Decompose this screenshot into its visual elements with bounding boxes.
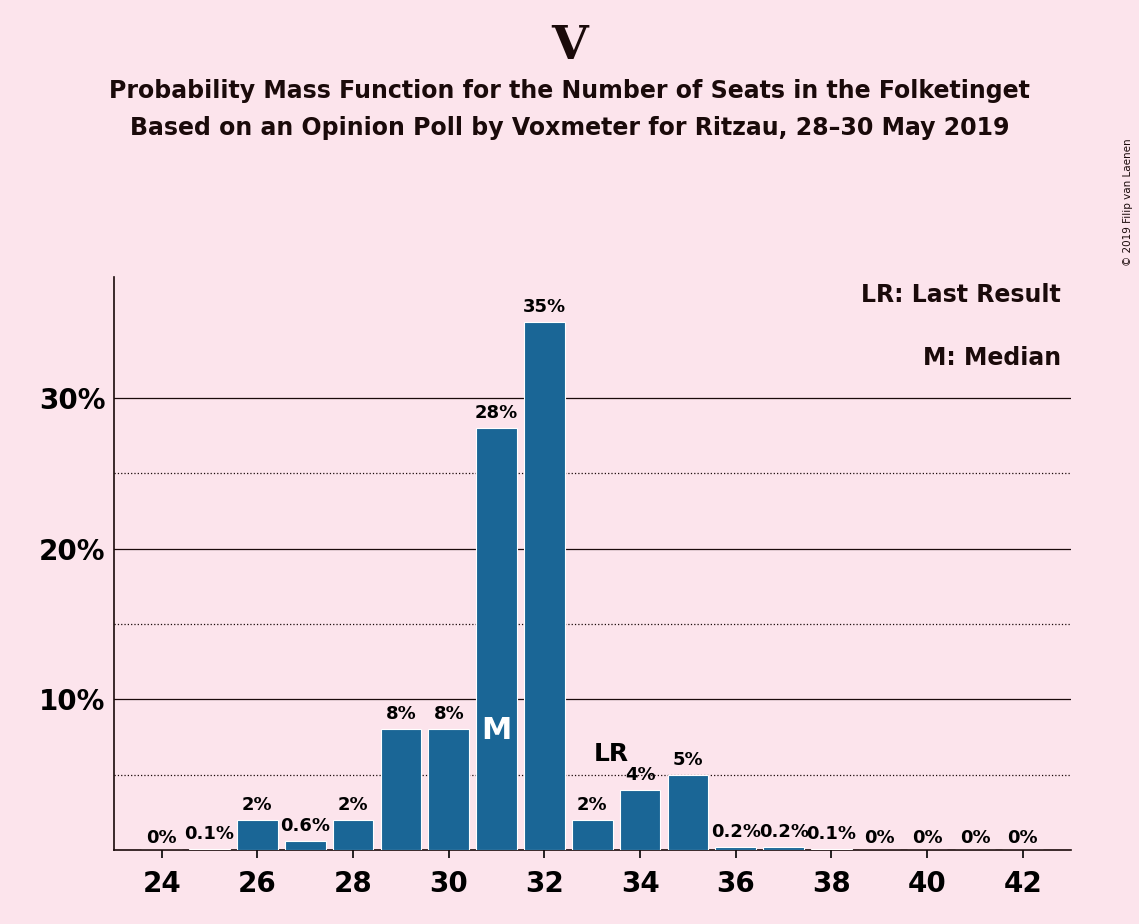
Text: 4%: 4%	[625, 766, 655, 784]
Text: 28%: 28%	[475, 404, 518, 422]
Text: V: V	[551, 23, 588, 69]
Text: 2%: 2%	[243, 796, 272, 814]
Text: 0.6%: 0.6%	[280, 817, 330, 835]
Bar	[524, 322, 565, 850]
Text: 0.2%: 0.2%	[759, 823, 809, 841]
Text: © 2019 Filip van Laenen: © 2019 Filip van Laenen	[1123, 139, 1133, 266]
Text: 0%: 0%	[147, 829, 177, 847]
Text: 0.1%: 0.1%	[185, 824, 235, 843]
Bar	[189, 848, 230, 850]
Bar	[333, 820, 374, 850]
Text: M: M	[482, 715, 511, 745]
Text: 2%: 2%	[338, 796, 368, 814]
Text: 0.2%: 0.2%	[711, 823, 761, 841]
Text: 0%: 0%	[960, 829, 990, 847]
Text: 0.1%: 0.1%	[806, 824, 857, 843]
Bar	[620, 790, 661, 850]
Bar	[811, 848, 852, 850]
Text: 0%: 0%	[1008, 829, 1038, 847]
Bar	[763, 847, 804, 850]
Text: Probability Mass Function for the Number of Seats in the Folketinget: Probability Mass Function for the Number…	[109, 79, 1030, 103]
Bar	[476, 428, 517, 850]
Text: 8%: 8%	[434, 705, 464, 723]
Bar	[572, 820, 613, 850]
Text: 0%: 0%	[912, 829, 942, 847]
Bar	[285, 841, 326, 850]
Bar	[715, 847, 756, 850]
Text: LR: Last Result: LR: Last Result	[861, 283, 1062, 307]
Text: LR: LR	[593, 742, 629, 766]
Text: 2%: 2%	[577, 796, 607, 814]
Text: M: Median: M: Median	[923, 346, 1062, 370]
Text: Based on an Opinion Poll by Voxmeter for Ritzau, 28–30 May 2019: Based on an Opinion Poll by Voxmeter for…	[130, 116, 1009, 140]
Bar	[380, 729, 421, 850]
Text: 5%: 5%	[673, 750, 703, 769]
Bar	[667, 774, 708, 850]
Text: 8%: 8%	[386, 705, 416, 723]
Bar	[237, 820, 278, 850]
Text: 35%: 35%	[523, 298, 566, 316]
Text: 0%: 0%	[865, 829, 894, 847]
Bar	[428, 729, 469, 850]
